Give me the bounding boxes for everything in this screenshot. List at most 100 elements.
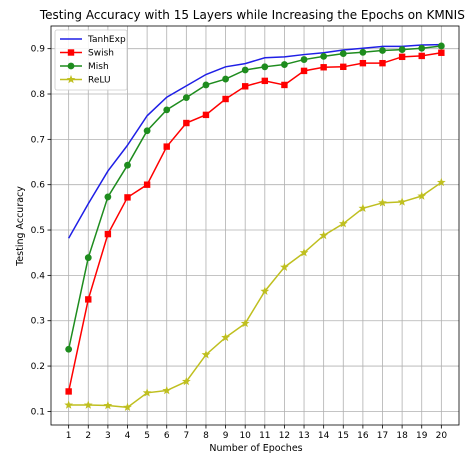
data-point-relu: [201, 350, 211, 359]
x-tick-label: 1: [66, 431, 72, 441]
x-tick-label: 12: [279, 431, 290, 441]
x-tick-label: 20: [436, 431, 448, 441]
legend-marker-swish: [67, 49, 75, 56]
data-point-relu: [181, 376, 191, 386]
legend: TanhExp Swish Mish ReLU: [54, 29, 128, 91]
data-point-mish: [65, 345, 73, 353]
data-point-swish: [340, 63, 347, 71]
data-point-swish: [143, 181, 151, 188]
data-point-swish: [379, 59, 386, 67]
grid-lines: [51, 26, 459, 425]
y-axis-label: Testing Accuracy: [15, 186, 26, 267]
y-tick-label: 0.3: [31, 317, 45, 327]
data-point-relu: [64, 400, 74, 409]
y-tick-label: 0.1: [31, 407, 45, 417]
data-point-swish: [202, 111, 210, 119]
data-point-relu: [436, 177, 446, 187]
data-point-mish: [359, 48, 367, 56]
y-tick-label: 0.4: [31, 271, 46, 281]
data-point-swish: [124, 194, 131, 201]
data-point-swish: [281, 81, 288, 89]
series-mish: [65, 42, 445, 353]
data-point-swish: [320, 64, 327, 71]
legend-label-tanhexp: TanhExp: [87, 35, 126, 45]
data-point-swish: [104, 230, 112, 238]
y-tick-label: 0.2: [31, 362, 45, 372]
x-tick-label: 10: [239, 431, 251, 441]
y-axis-ticks: 0.1 0.2 0.3 0.4 0.5 0.6 0.7 0.8 0.9: [31, 45, 51, 417]
x-tick-label: 7: [183, 431, 189, 441]
x-tick-label: 14: [318, 431, 330, 441]
x-tick-label: 17: [377, 431, 388, 441]
x-axis-ticks: 1 2 3 4 5 6 7 8 9 10 11 12 13 14 15 16 17 18 19 20: [66, 425, 448, 441]
data-point-mish: [143, 127, 151, 135]
data-point-mish: [379, 47, 386, 54]
data-point-mish: [300, 56, 308, 63]
y-tick-label: 0.6: [31, 181, 46, 191]
chart-title: Testing Accuracy with 15 Layers while In…: [39, 8, 465, 22]
series-relu: [64, 177, 446, 412]
legend-label-mish: Mish: [88, 62, 109, 72]
data-point-mish: [241, 66, 249, 74]
data-point-mish: [281, 61, 288, 68]
x-axis-label: Number of Epoches: [209, 443, 302, 454]
data-point-swish: [398, 53, 406, 61]
data-point-swish: [438, 49, 445, 56]
data-point-relu: [103, 400, 113, 410]
x-tick-label: 13: [298, 431, 309, 441]
x-tick-label: 18: [396, 431, 408, 441]
data-point-mish: [163, 106, 171, 114]
x-tick-label: 8: [203, 431, 209, 441]
y-tick-label: 0.7: [31, 135, 45, 145]
y-tick-label: 0.9: [31, 45, 46, 55]
series-line-tanhexp: [67, 43, 442, 239]
x-tick-label: 4: [125, 431, 131, 441]
legend-marker-mish: [67, 62, 75, 70]
x-tick-label: 5: [144, 431, 150, 441]
data-point-relu: [142, 388, 152, 397]
data-point-relu: [338, 219, 348, 228]
data-point-mish: [398, 46, 406, 53]
x-tick-label: 6: [164, 431, 170, 441]
series-layer: [64, 42, 446, 412]
data-point-relu: [123, 402, 132, 412]
y-tick-label: 0.5: [31, 226, 45, 236]
series-line-swish: [67, 52, 442, 392]
data-point-swish: [261, 77, 269, 85]
data-point-mish: [222, 75, 229, 83]
x-tick-label: 16: [357, 431, 369, 441]
data-point-relu: [280, 262, 289, 271]
series-line-relu: [68, 181, 442, 409]
data-point-swish: [241, 83, 249, 90]
data-point-mish: [320, 52, 328, 60]
legend-marker-relu: [66, 74, 76, 84]
x-tick-label: 3: [105, 431, 111, 441]
data-point-mish: [202, 81, 210, 89]
data-point-relu: [299, 248, 309, 257]
data-point-relu: [358, 203, 368, 212]
y-tick-label: 0.8: [31, 90, 46, 100]
data-point-swish: [183, 119, 190, 127]
data-point-swish: [359, 59, 367, 67]
x-tick-label: 2: [85, 431, 91, 441]
data-point-relu: [83, 400, 93, 409]
data-point-swish: [300, 67, 308, 75]
data-point-mish: [104, 193, 112, 201]
data-point-relu: [397, 197, 407, 206]
legend-label-relu: ReLU: [88, 76, 111, 86]
data-point-relu: [417, 191, 427, 200]
data-point-relu: [260, 286, 270, 295]
data-point-swish: [163, 143, 170, 150]
data-point-relu: [221, 332, 230, 342]
x-tick-label: 9: [223, 431, 229, 441]
data-point-mish: [124, 161, 131, 169]
data-point-mish: [437, 42, 445, 50]
series-swish: [65, 49, 445, 395]
data-point-relu: [378, 198, 387, 207]
x-tick-label: 11: [259, 431, 270, 441]
data-point-relu: [319, 230, 329, 240]
x-tick-label: 15: [338, 431, 349, 441]
data-point-swish: [85, 296, 92, 303]
legend-box: [54, 29, 128, 91]
